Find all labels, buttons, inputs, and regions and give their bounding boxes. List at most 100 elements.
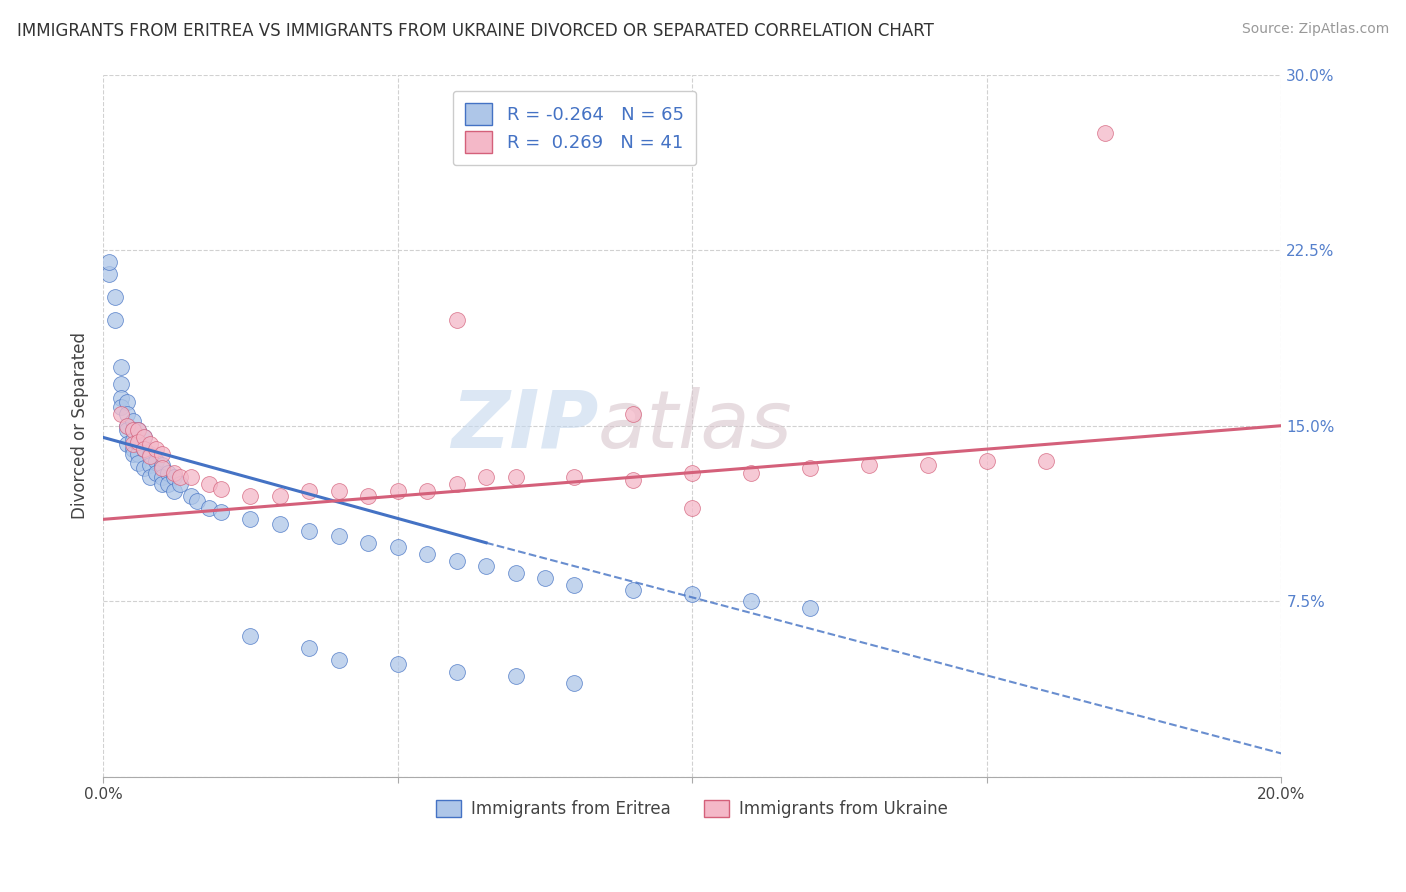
Point [150,477,173,491]
Point [163,484,186,499]
Point [505,566,527,581]
Point [387,657,409,672]
Point [150,447,173,461]
Point [298,484,321,499]
Point [446,554,468,568]
Point [134,430,156,444]
Point [127,447,149,461]
Point [416,548,439,562]
Point [976,454,998,468]
Point [186,493,208,508]
Point [163,470,186,484]
Point [1094,126,1116,140]
Point [239,512,262,526]
Point [134,442,156,456]
Point [150,460,173,475]
Point [134,460,156,475]
Point [475,559,498,574]
Point [799,460,821,475]
Point [115,423,138,437]
Point [740,466,762,480]
Point [134,430,156,444]
Point [209,505,232,519]
Point [505,470,527,484]
Point [239,629,262,643]
Point [139,449,162,463]
Point [357,489,380,503]
Point [180,489,202,503]
Point [127,423,149,437]
Point [328,653,350,667]
Point [564,470,586,484]
Point [127,456,149,470]
Point [621,473,644,487]
Point [681,587,703,601]
Legend: Immigrants from Eritrea, Immigrants from Ukraine: Immigrants from Eritrea, Immigrants from… [430,793,955,825]
Point [298,524,321,538]
Point [121,423,143,437]
Text: IMMIGRANTS FROM ERITREA VS IMMIGRANTS FROM UKRAINE DIVORCED OR SEPARATED CORRELA: IMMIGRANTS FROM ERITREA VS IMMIGRANTS FR… [17,22,934,40]
Point [115,418,138,433]
Point [169,470,191,484]
Point [104,290,127,304]
Point [121,447,143,461]
Point [127,423,149,437]
Point [269,516,291,531]
Point [239,489,262,503]
Point [145,454,167,468]
Point [121,442,143,456]
Point [180,470,202,484]
Point [446,477,468,491]
Point [387,541,409,555]
Point [156,466,179,480]
Point [564,676,586,690]
Y-axis label: Divorced or Separated: Divorced or Separated [72,332,89,519]
Point [799,601,821,615]
Point [416,484,439,499]
Point [169,477,191,491]
Point [328,484,350,499]
Point [115,395,138,409]
Point [115,437,138,451]
Point [387,484,409,499]
Point [328,529,350,543]
Point [139,470,162,484]
Point [121,433,143,447]
Point [121,414,143,428]
Point [121,437,143,451]
Point [139,447,162,461]
Text: Source: ZipAtlas.com: Source: ZipAtlas.com [1241,22,1389,37]
Point [681,500,703,515]
Point [104,313,127,327]
Point [681,466,703,480]
Point [446,665,468,679]
Point [564,578,586,592]
Point [110,376,132,391]
Point [534,571,557,585]
Point [110,391,132,405]
Point [127,435,149,450]
Point [740,594,762,608]
Point [145,442,167,456]
Point [139,458,162,473]
Point [121,423,143,437]
Point [269,489,291,503]
Point [1035,454,1057,468]
Point [150,470,173,484]
Point [505,669,527,683]
Point [298,641,321,656]
Point [198,477,221,491]
Point [110,407,132,421]
Point [917,458,939,473]
Point [858,458,880,473]
Point [150,458,173,473]
Point [139,437,162,451]
Point [446,313,468,327]
Text: atlas: atlas [598,387,793,465]
Point [163,466,186,480]
Point [127,437,149,451]
Point [621,582,644,597]
Point [115,407,138,421]
Point [209,482,232,496]
Point [98,267,121,281]
